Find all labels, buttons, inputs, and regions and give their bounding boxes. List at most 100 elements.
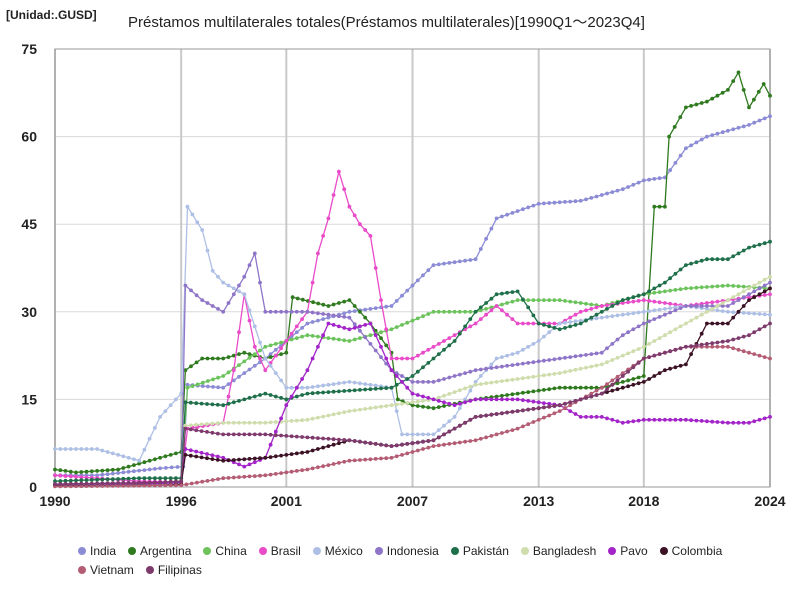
data-point	[337, 389, 341, 394]
data-point	[715, 284, 720, 289]
data-point	[252, 394, 257, 399]
legend-item[interactable]: Pakistán	[450, 543, 509, 559]
data-point	[105, 450, 110, 454]
data-point	[547, 404, 552, 409]
data-point	[568, 369, 573, 373]
data-point	[142, 460, 147, 465]
data-point	[605, 303, 609, 308]
legend-item[interactable]: Indonesia	[374, 543, 439, 559]
data-point	[663, 312, 667, 317]
data-point	[720, 130, 725, 135]
data-point	[484, 301, 488, 305]
data-point	[342, 438, 347, 442]
data-point	[188, 448, 193, 453]
data-point	[762, 355, 767, 359]
data-point	[199, 450, 204, 455]
data-point	[190, 212, 195, 217]
data-point	[158, 476, 163, 481]
data-point	[557, 327, 562, 332]
data-point	[563, 326, 567, 330]
data-point	[247, 420, 252, 425]
data-point	[263, 368, 268, 373]
data-point	[552, 298, 557, 302]
data-point	[242, 457, 247, 462]
legend-label: Bangladesh	[532, 544, 597, 558]
data-point	[379, 336, 383, 340]
data-point	[494, 292, 499, 297]
data-point	[489, 296, 494, 301]
legend-item[interactable]: México	[312, 543, 363, 559]
data-point	[158, 455, 163, 460]
data-point	[647, 299, 651, 303]
data-point	[510, 392, 515, 397]
data-point	[626, 351, 630, 356]
data-point	[352, 322, 357, 327]
data-point	[515, 209, 520, 214]
legend-item[interactable]: Colombia	[659, 543, 722, 559]
data-point	[183, 453, 188, 457]
legend-item[interactable]: Pavo	[608, 543, 648, 559]
data-point	[331, 382, 336, 386]
data-point	[505, 212, 509, 217]
legend-item[interactable]: India	[78, 543, 116, 559]
data-point	[153, 426, 157, 430]
data-point	[468, 369, 473, 374]
data-point	[578, 198, 583, 203]
data-point	[442, 393, 446, 398]
legend-item[interactable]: Vietnam	[78, 562, 134, 578]
legend-swatch	[203, 547, 212, 555]
data-point	[400, 374, 404, 378]
data-point	[715, 420, 720, 424]
data-point	[636, 299, 641, 303]
data-point	[321, 333, 325, 338]
data-point	[226, 283, 231, 288]
data-point	[347, 298, 352, 302]
data-point	[678, 417, 683, 422]
data-point	[599, 193, 604, 197]
data-point	[747, 123, 751, 127]
data-point	[132, 480, 136, 485]
data-point	[699, 342, 704, 347]
data-point	[521, 347, 525, 352]
data-point	[168, 483, 173, 488]
data-point	[552, 326, 557, 330]
legend-item[interactable]: Bangladesh	[520, 543, 597, 559]
data-point	[741, 349, 746, 354]
data-point	[689, 344, 693, 348]
data-point	[515, 321, 520, 326]
data-point	[89, 481, 94, 486]
legend-item[interactable]: Filipinas	[145, 562, 202, 578]
data-point	[79, 475, 84, 479]
data-point	[631, 311, 636, 316]
data-point	[352, 458, 357, 463]
data-point	[247, 318, 252, 323]
data-point	[175, 465, 180, 469]
data-point	[394, 299, 399, 303]
data-point	[478, 367, 483, 372]
data-point	[647, 417, 651, 422]
legend-item[interactable]: China	[203, 543, 247, 559]
data-point	[442, 423, 446, 428]
data-point	[169, 465, 174, 470]
legend-item[interactable]: Argentina	[128, 543, 191, 559]
data-point	[521, 424, 525, 429]
data-point	[542, 415, 546, 420]
data-point	[415, 404, 420, 408]
data-point	[410, 356, 415, 361]
data-point	[741, 295, 746, 300]
data-point	[752, 120, 757, 125]
data-point	[668, 349, 672, 354]
data-point	[358, 439, 362, 444]
data-point	[726, 283, 730, 288]
data-point	[521, 376, 525, 381]
data-point	[500, 397, 504, 402]
data-point	[678, 324, 683, 329]
data-point	[258, 393, 262, 397]
data-point	[536, 417, 541, 422]
data-point	[584, 396, 588, 400]
data-point	[757, 280, 762, 285]
data-point	[457, 440, 462, 445]
data-point	[311, 300, 315, 305]
data-point	[379, 456, 383, 461]
legend-item[interactable]: Brasil	[258, 543, 301, 559]
